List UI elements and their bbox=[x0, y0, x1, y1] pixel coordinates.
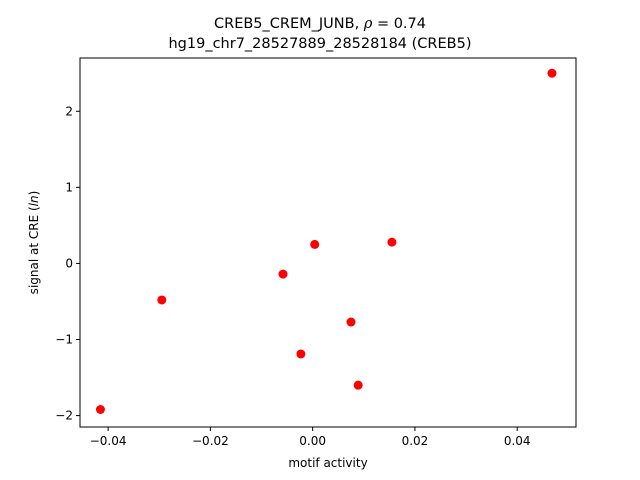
data-points bbox=[95, 68, 557, 415]
x-tick-label: 0.04 bbox=[504, 434, 531, 448]
x-tick-label: 0.02 bbox=[402, 434, 429, 448]
data-point bbox=[353, 380, 363, 390]
y-axis-label: signal at CRE (ln) bbox=[27, 191, 41, 295]
y-tick-label: 0 bbox=[65, 256, 73, 270]
data-point bbox=[157, 295, 167, 305]
x-tick-label: −0.04 bbox=[90, 434, 127, 448]
data-point bbox=[310, 239, 320, 249]
y-tick-label: 2 bbox=[65, 104, 73, 118]
chart-title-line1: CREB5_CREM_JUNB, ρ = 0.74 bbox=[214, 16, 426, 32]
title-name: CREB5_CREM_JUNB, bbox=[214, 16, 364, 32]
x-tick-label: 0.00 bbox=[299, 434, 326, 448]
y-tick-label: −2 bbox=[55, 409, 73, 423]
axis-ticks: −0.04 −0.02 0.00 0.02 0.04 −2 −1 0 1 2 bbox=[55, 104, 530, 448]
chart-title-line2: hg19_chr7_28527889_28528184 (CREB5) bbox=[168, 36, 471, 52]
plot-area-frame bbox=[79, 57, 577, 428]
data-point bbox=[278, 269, 288, 279]
x-axis-label: motif activity bbox=[288, 456, 367, 470]
y-tick-label: −1 bbox=[55, 333, 73, 347]
y-tick-label: 1 bbox=[65, 180, 73, 194]
y-axis-label-italic: ln bbox=[27, 195, 41, 206]
y-axis-label-suffix: ) bbox=[27, 191, 41, 196]
data-point bbox=[387, 237, 397, 247]
x-tick-label: −0.02 bbox=[192, 434, 229, 448]
data-point bbox=[296, 349, 306, 359]
data-point bbox=[346, 317, 356, 327]
title-rho-value: = 0.74 bbox=[372, 16, 426, 32]
data-point bbox=[95, 405, 105, 415]
title-rho-symbol: ρ bbox=[363, 16, 373, 32]
y-axis-label-prefix: signal at CRE ( bbox=[27, 206, 41, 294]
data-point bbox=[547, 68, 557, 78]
